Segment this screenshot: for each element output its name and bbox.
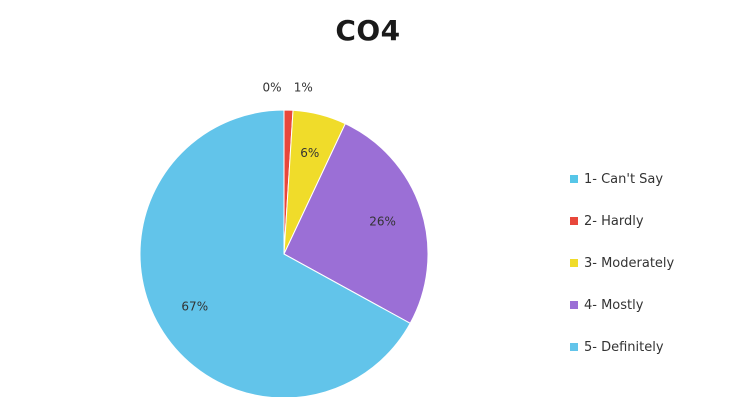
legend-item-5: 5- Definitely (570, 326, 736, 368)
legend-swatch-5 (570, 343, 578, 351)
legend-item-1: 1- Can't Say (570, 158, 736, 200)
data-label-2: 1% (294, 81, 313, 95)
legend-label-4: 4- Mostly (584, 297, 644, 313)
legend-label-5: 5- Definitely (584, 339, 664, 355)
legend-item-2: 2- Hardly (570, 200, 736, 242)
legend: 1- Can't Say 2- Hardly 3- Moderately 4- Mos… (570, 158, 736, 368)
legend-label-2: 2- Hardly (584, 213, 644, 229)
data-label-4: 26% (369, 214, 396, 228)
chart-title: CO4 (335, 14, 401, 47)
legend-label-3: 3- Moderately (584, 255, 675, 271)
pie-slice-5 (139, 109, 411, 397)
legend-item-3: 3- Moderately (570, 242, 736, 284)
legend-swatch-4 (570, 301, 578, 309)
data-label-5: 67% (181, 299, 208, 313)
legend-item-4: 4- Mostly (570, 284, 736, 326)
legend-label-1: 1- Can't Say (584, 171, 664, 187)
data-label-3: 6% (300, 146, 319, 160)
data-label-1: 0% (262, 81, 281, 95)
legend-swatch-2 (570, 217, 578, 225)
legend-swatch-1 (570, 175, 578, 183)
legend-swatch-3 (570, 259, 578, 267)
